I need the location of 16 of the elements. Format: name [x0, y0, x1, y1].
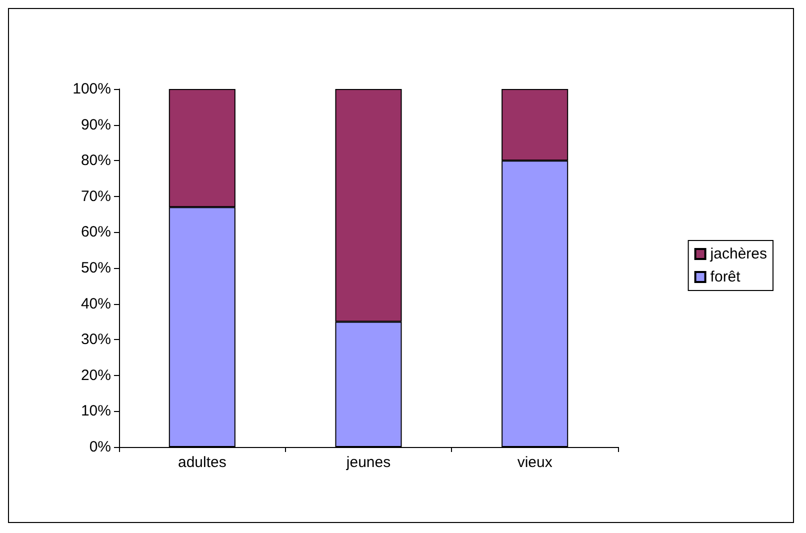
- y-tick-label: 100%: [72, 80, 111, 98]
- y-tick-label: 20%: [80, 366, 111, 384]
- y-tick-label: 0%: [89, 438, 111, 456]
- y-tick-label: 70%: [80, 188, 111, 205]
- y-tick-label: 30%: [80, 331, 111, 348]
- y-tick-label: 10%: [80, 402, 111, 420]
- y-tick-label: 60%: [80, 224, 111, 241]
- y-tick-label: 40%: [80, 295, 111, 312]
- x-tick-label: adultes: [178, 454, 226, 471]
- y-tick-label: 50%: [80, 260, 111, 276]
- x-tick-label: jeunes: [345, 454, 391, 471]
- legend-label: forêt: [710, 268, 742, 286]
- x-tick-label: vieux: [517, 454, 553, 471]
- y-tick-label: 80%: [80, 152, 111, 170]
- y-tick-label: 90%: [80, 116, 111, 134]
- legend-label: jachères: [709, 246, 768, 262]
